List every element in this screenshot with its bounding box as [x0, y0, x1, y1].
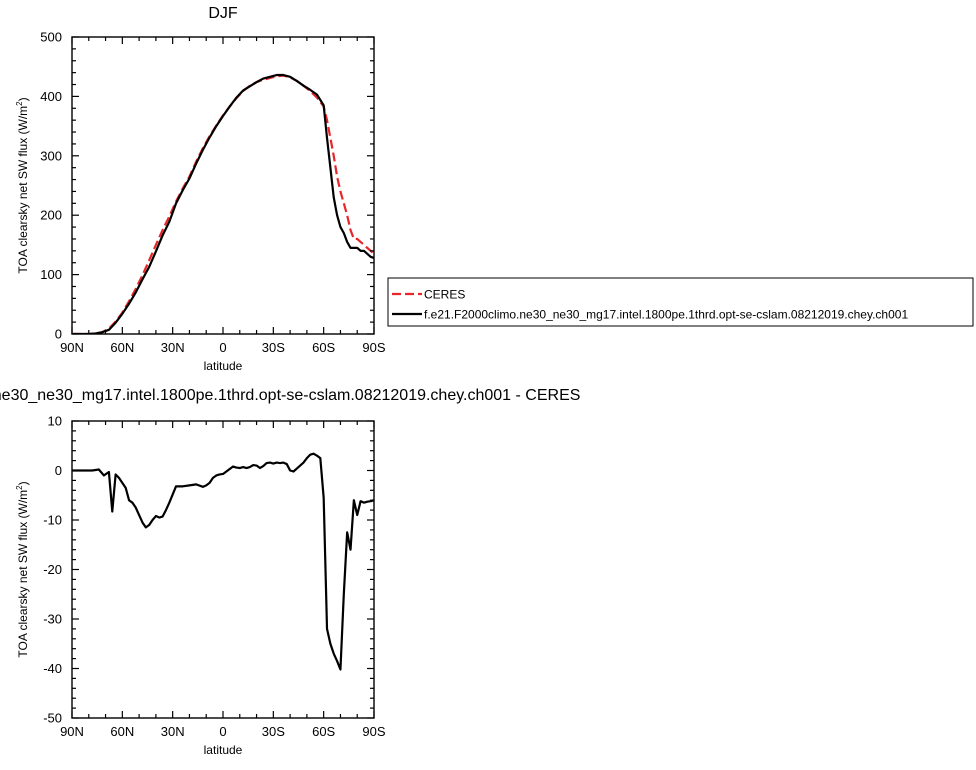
x-tick-label: 60S [312, 340, 335, 355]
chart-title: f.e21.F2000climo.ne30_ne30_mg17.intel.18… [0, 387, 580, 404]
y-axis-label: TOA clearsky net SW flux (W/m2) [15, 481, 30, 657]
x-tick-label: 0 [219, 724, 226, 739]
x-tick-label: 90S [362, 724, 385, 739]
legend-label-2: f.e21.F2000climo.ne30_ne30_mg17.intel.18… [424, 308, 908, 322]
x-tick-label: 0 [219, 340, 226, 355]
x-tick-label: 90N [60, 724, 84, 739]
x-axis-label: latitude [204, 359, 243, 373]
x-tick-label: 30S [262, 724, 285, 739]
x-axis-label: latitude [204, 743, 243, 757]
x-tick-label: 30S [262, 340, 285, 355]
x-tick-label: 30N [161, 724, 185, 739]
y-tick-label: 400 [40, 89, 62, 104]
y-tick-label: -30 [43, 612, 62, 627]
x-tick-label: 90S [362, 340, 385, 355]
y-tick-label: -40 [43, 661, 62, 676]
y-tick-label: 10 [48, 414, 62, 429]
y-tick-label: 200 [40, 208, 62, 223]
y-axis-label: TOA clearsky net SW flux (W/m2) [15, 97, 30, 273]
legend: CERES f.e21.F2000climo.ne30_ne30_mg17.int… [387, 277, 974, 327]
chart-title: DJF [208, 5, 238, 22]
chart-panel-2: f.e21.F2000climo.ne30_ne30_mg17.intel.18… [0, 387, 580, 757]
x-tick-label: 90N [60, 340, 84, 355]
y-tick-label: 0 [55, 463, 62, 478]
legend-label-1: CERES [424, 288, 465, 302]
chart-panel-1: DJF 90N 60N 30N 0 30S 60S 90S 0 100 200 300 400 500 la… [15, 5, 974, 373]
y-tick-label: 500 [40, 30, 62, 45]
y-tick-label: -50 [43, 711, 62, 726]
y-tick-label: 100 [40, 267, 62, 282]
legend-box [387, 277, 974, 327]
series-line-1 [72, 452, 374, 671]
y-tick-label: -20 [43, 562, 62, 577]
y-tick-label: 0 [55, 327, 62, 342]
y-tick-label: -10 [43, 513, 62, 528]
y-tick-label: 300 [40, 148, 62, 163]
x-tick-label: 30N [161, 340, 185, 355]
plot-frame [71, 36, 375, 335]
x-tick-label: 60N [110, 724, 134, 739]
x-tick-label: 60N [110, 340, 134, 355]
series-line-2 [72, 73, 374, 334]
x-tick-label: 60S [312, 724, 335, 739]
plot-frame [71, 420, 375, 719]
